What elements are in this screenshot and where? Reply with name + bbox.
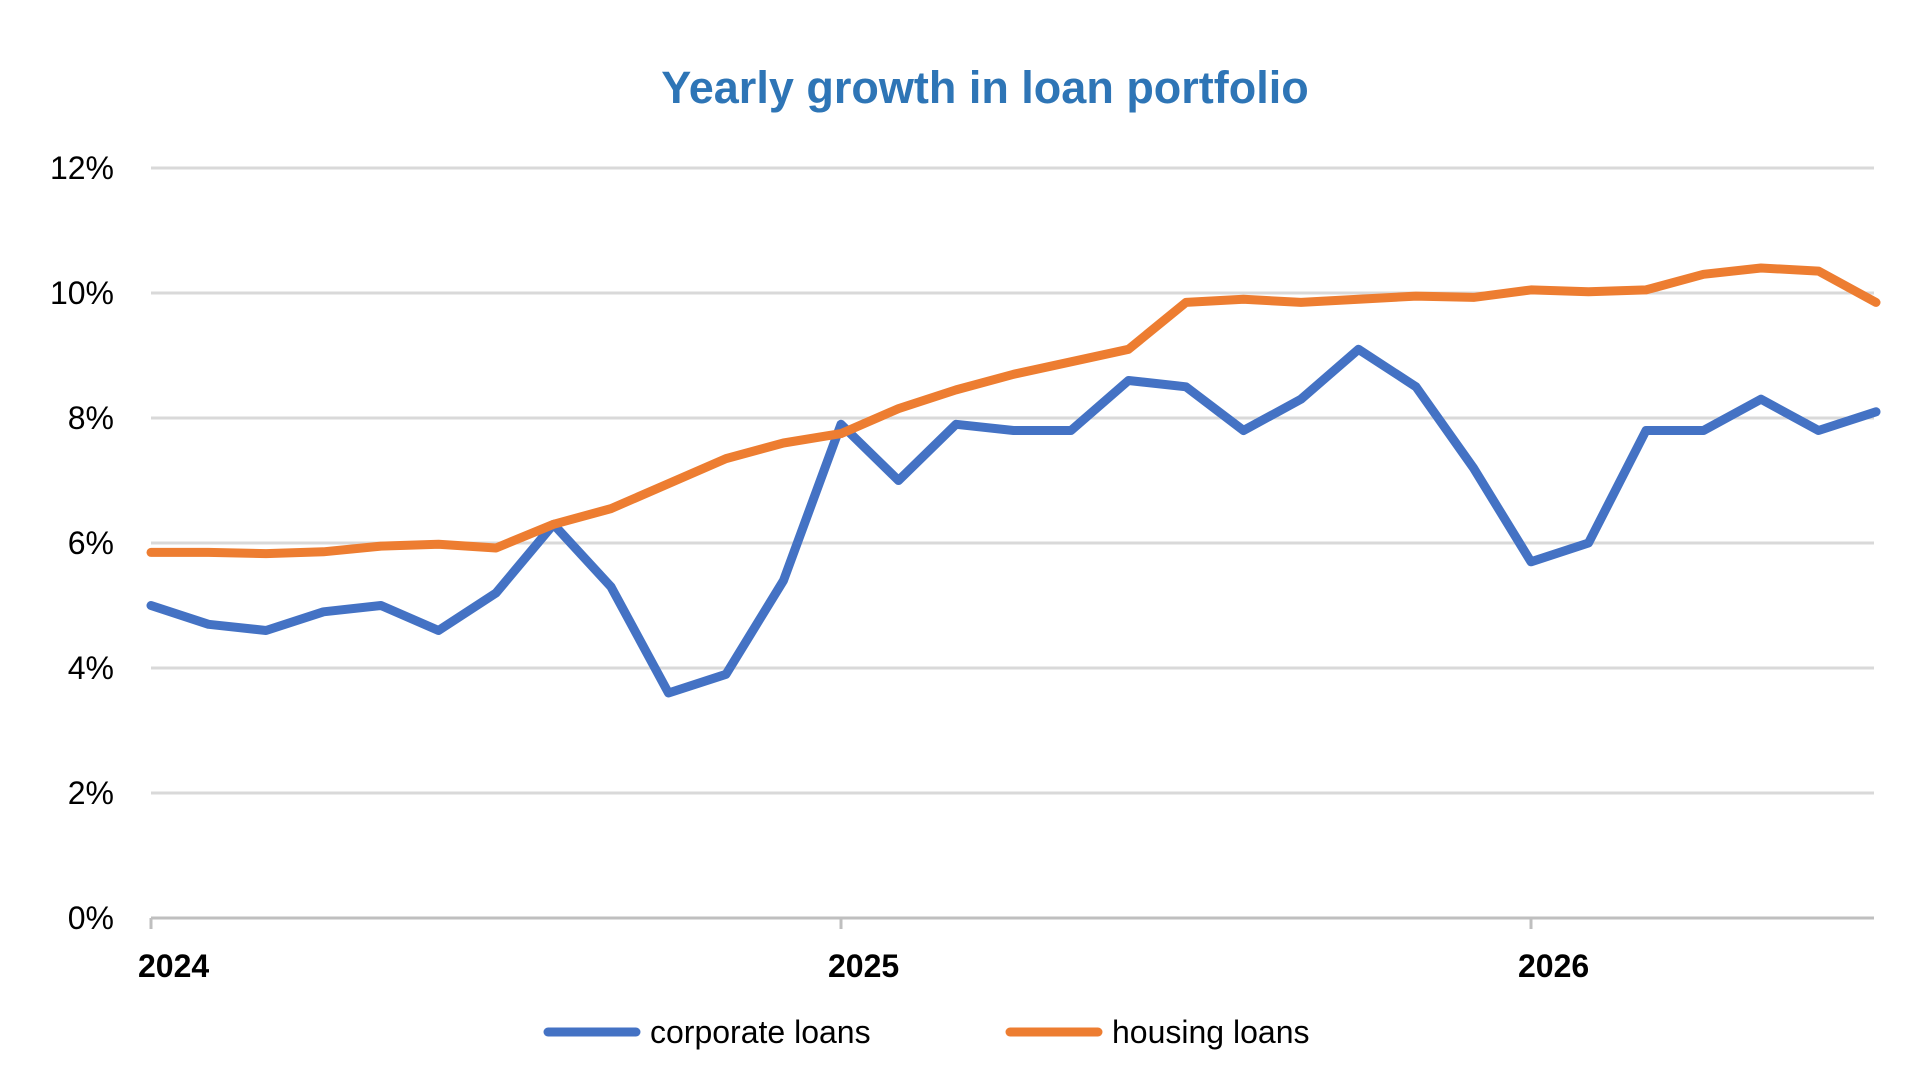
y-tick-label: 4% xyxy=(68,650,114,686)
legend-label: corporate loans xyxy=(650,1014,871,1050)
y-tick-label: 12% xyxy=(50,150,114,186)
y-tick-label: 2% xyxy=(68,775,114,811)
y-tick-label: 0% xyxy=(68,900,114,936)
legend-label: housing loans xyxy=(1112,1014,1309,1050)
legend: corporate loans housing loans xyxy=(548,1014,1309,1050)
legend-item: corporate loans xyxy=(548,1014,871,1050)
x-tick-label: 2025 xyxy=(828,948,899,984)
series-line-corporate-loans xyxy=(151,349,1876,693)
chart-title: Yearly growth in loan portfolio xyxy=(661,62,1309,113)
x-tick-label: 2026 xyxy=(1518,948,1589,984)
x-axis: 2024 2025 2026 xyxy=(138,918,1874,984)
series-line-housing-loans xyxy=(151,268,1876,554)
x-tick-label: 2024 xyxy=(138,948,209,984)
legend-item: housing loans xyxy=(1010,1014,1309,1050)
y-tick-label: 6% xyxy=(68,525,114,561)
y-tick-label: 8% xyxy=(68,400,114,436)
y-axis: 0% 2% 4% 6% 8% 10% 12% xyxy=(50,150,114,936)
y-tick-label: 10% xyxy=(50,275,114,311)
series-lines xyxy=(151,268,1876,693)
